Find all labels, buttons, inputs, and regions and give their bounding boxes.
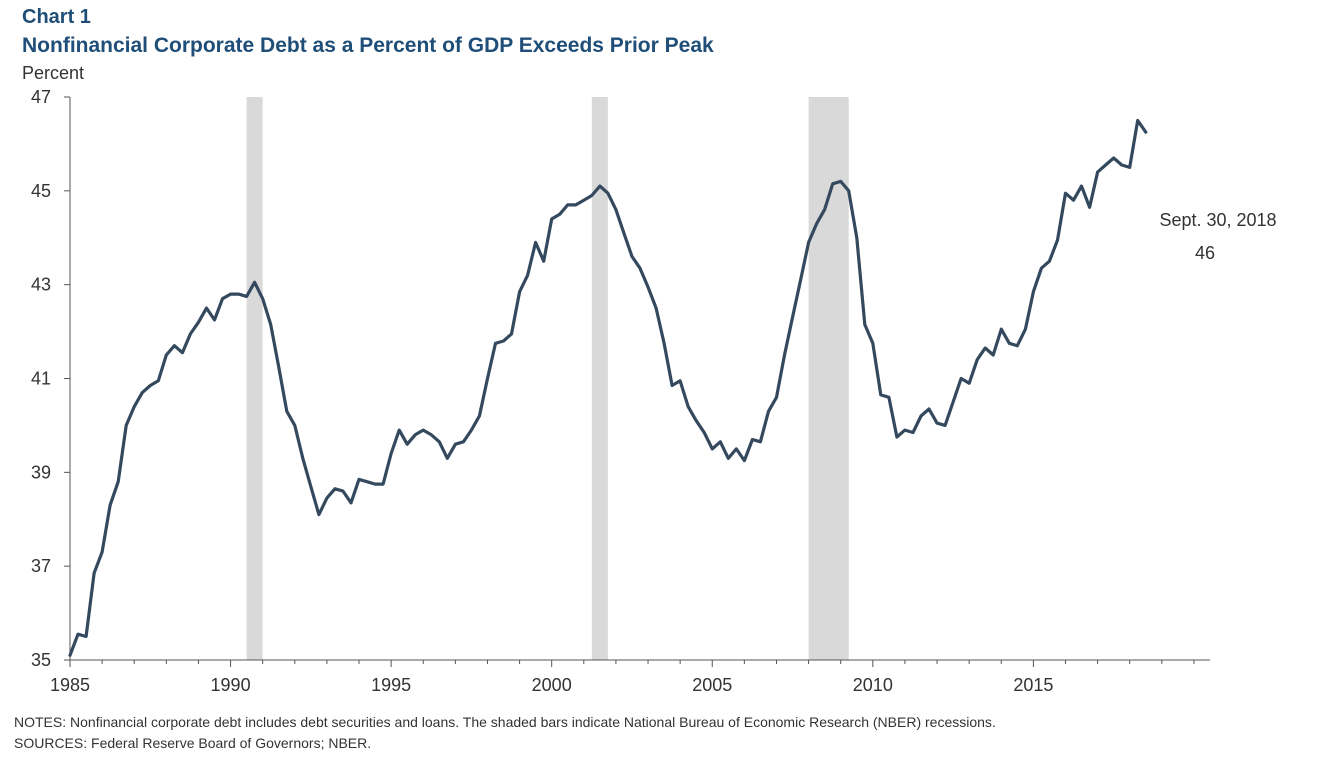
footer-sources: SOURCES: Federal Reserve Board of Govern…	[14, 735, 372, 751]
series-line-1	[68, 118, 1148, 657]
axes: 35 37 39 41 43 45 47 1985 1990 1995 2000 2005 2010 20…	[31, 87, 1210, 695]
y-tick-label: 39	[31, 462, 51, 482]
annotation-value-label: 46	[1195, 243, 1215, 263]
x-tick-label: 2010	[853, 675, 893, 695]
x-tick-label: 1995	[371, 675, 411, 695]
chart-label: Chart 1	[22, 6, 91, 28]
recession-band-2	[591, 97, 608, 660]
recession-band-3	[808, 97, 849, 660]
y-axis-unit-label: Percent	[22, 63, 85, 83]
x-tick-label: 1985	[50, 675, 90, 695]
y-tick-label: 37	[31, 556, 51, 576]
chart-title: Nonfinancial Corporate Debt as a Percent…	[22, 34, 714, 57]
y-tick-label: 45	[31, 181, 51, 201]
footer: NOTES: Nonfinancial corporate debt inclu…	[14, 712, 996, 754]
footer-notes: NOTES: Nonfinancial corporate debt inclu…	[14, 714, 996, 730]
recession-band-1	[246, 97, 263, 660]
line-chart: 35 37 39 41 43 45 47 1985 1990 1995 2000 2005 2010 20…	[31, 87, 1277, 695]
y-tick-label: 35	[31, 650, 51, 670]
x-tick-label: 2005	[692, 675, 732, 695]
x-tick-label: 1990	[211, 675, 251, 695]
annotation-date-label: Sept. 30, 2018	[1159, 210, 1276, 230]
x-tick-label: 2015	[1013, 675, 1053, 695]
y-tick-label: 47	[31, 87, 51, 107]
annotation-layer: Sept. 30, 2018 46	[1159, 210, 1276, 263]
x-tick-label: 2000	[532, 675, 572, 695]
y-tick-label: 43	[31, 275, 51, 295]
recession-bands	[246, 97, 849, 660]
series-layer	[68, 118, 1148, 657]
y-tick-label: 41	[31, 369, 51, 389]
